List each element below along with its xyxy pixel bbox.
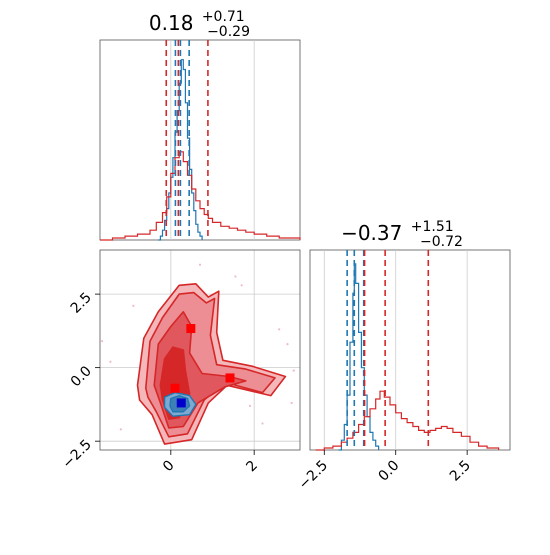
scatter-point [240,284,243,287]
scatter-point [132,304,135,307]
joint-scatter-points [100,263,295,431]
marginal-x-quantile-lines [165,40,209,240]
marginal-y-grid [323,250,468,450]
scatter-point [278,328,281,331]
histogram-series-1 [100,151,301,241]
marker-square-0 [186,324,196,334]
marginal-x-title-upper: +0.71 [202,9,245,25]
marker-square-1 [225,373,235,383]
joint-frame [99,249,301,451]
marginal-x-title-median: 0.18 [149,11,194,35]
marginal-y-title-lower: −0.72 [420,234,463,250]
scatter-point [109,360,112,363]
marginal-y-title-median: −0.37 [341,221,402,245]
scatter-point [234,275,237,278]
histogram-series-1 [315,390,500,451]
marginal-x-title: 0.18 +0.71 −0.29 [149,2,251,40]
marginal-x-title-lower: −0.29 [207,24,250,40]
scatter-point [290,401,293,405]
scatter-point [286,343,289,346]
marginal-x-panel: 0.18 +0.71 −0.29 [99,2,301,241]
marker-square-3 [176,398,186,408]
marker-square-2 [170,383,180,393]
marginal-y-title-upper: +1.51 [411,219,454,235]
scatter-point [248,404,252,407]
marginal-y-quantile-lines [346,250,430,450]
scatter-point [198,263,202,266]
marginal-y-title: −0.37 +1.51 −0.72 [341,212,463,250]
marginal-y-frame [309,249,511,451]
marginal-x-grid [170,40,255,240]
joint-markers [170,324,235,408]
scatter-point [292,369,295,372]
scatter-point [261,422,264,425]
scatter-point [100,340,104,343]
marginal-x-frame [99,39,301,241]
scatter-point [119,428,122,431]
